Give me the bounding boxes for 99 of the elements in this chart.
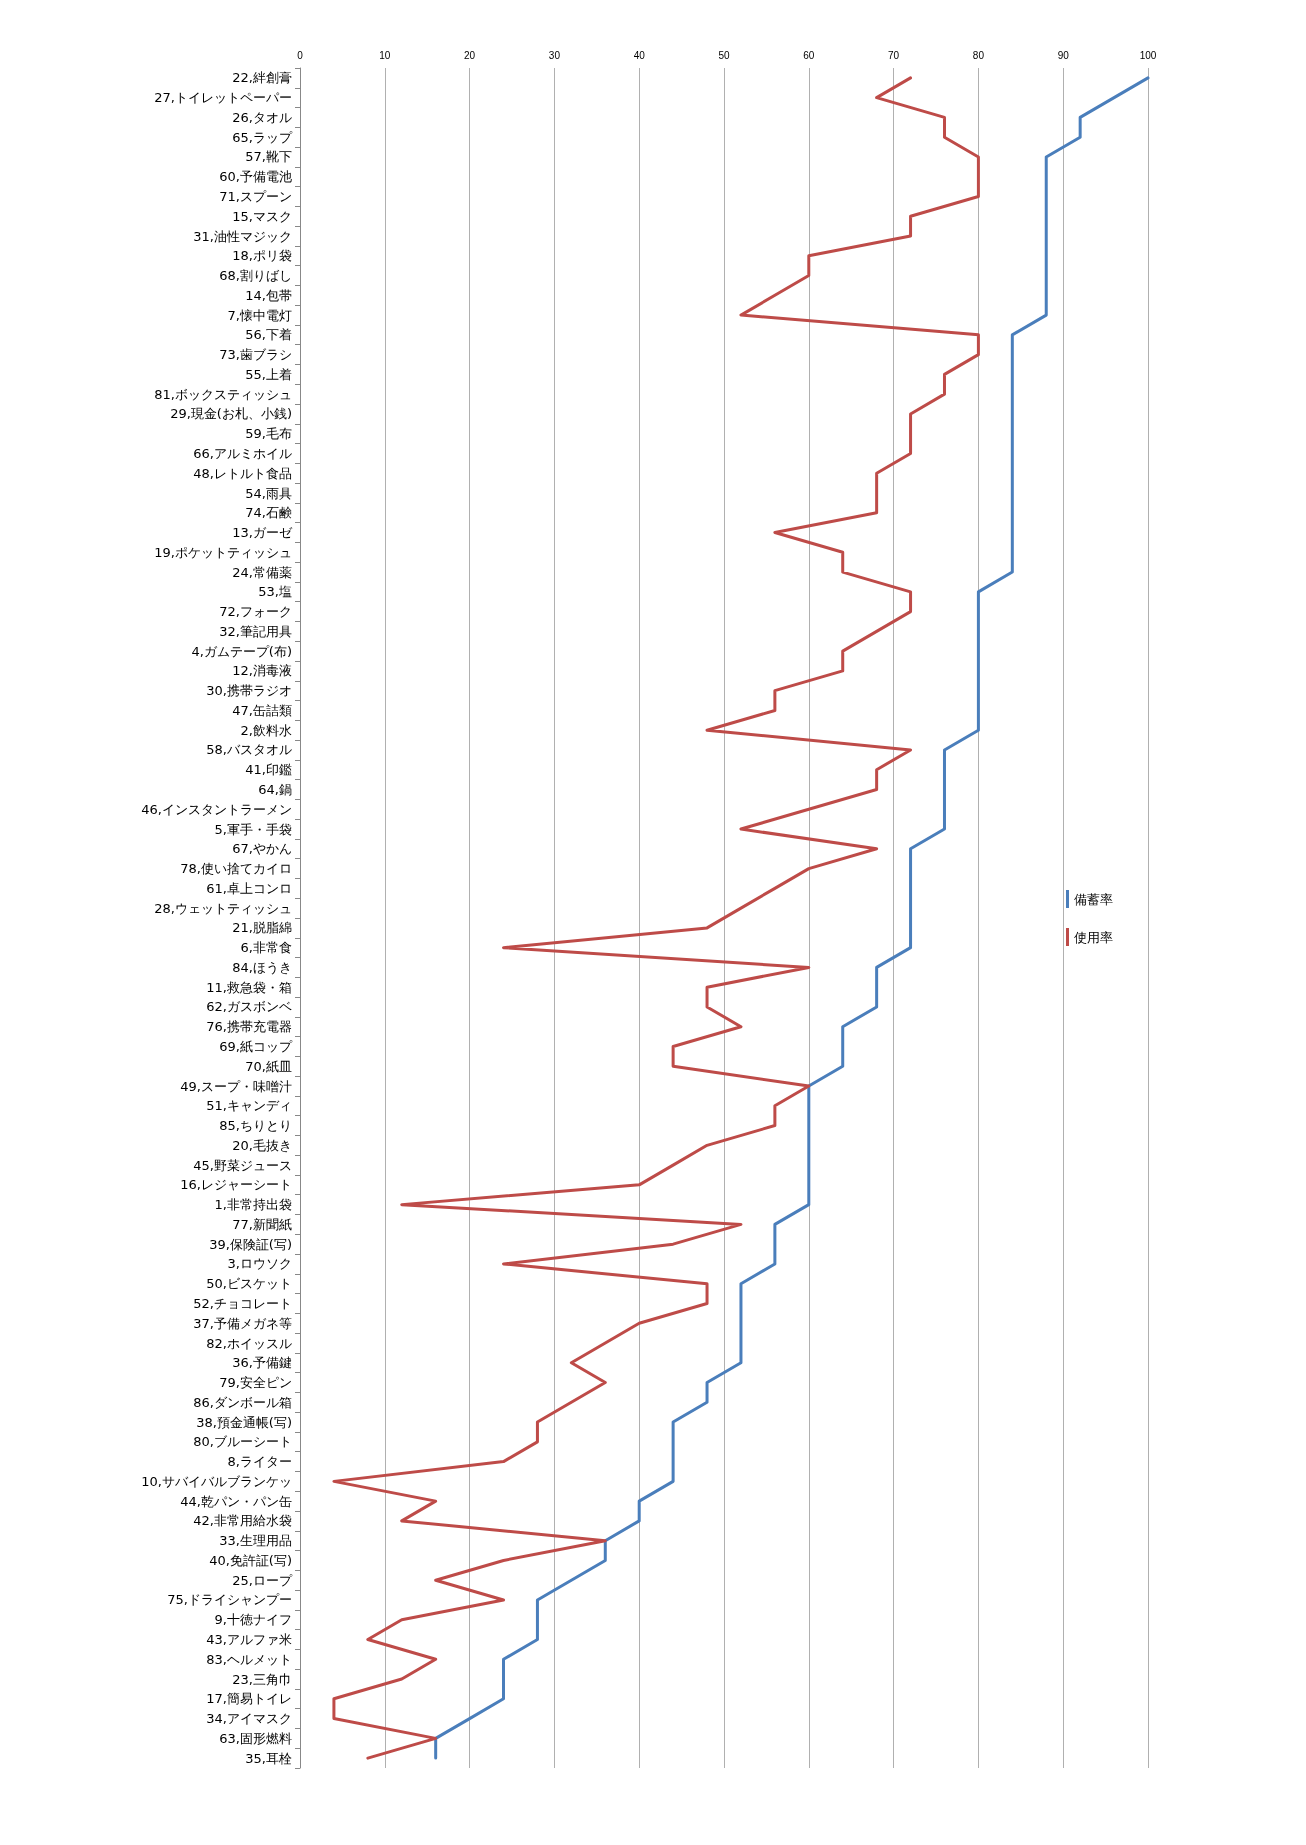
y-tick-label: 77,新聞紙 [232,1216,292,1232]
x-tick-label: 20 [464,49,476,61]
y-tick-label: 46,インスタントラーメン [141,801,292,817]
x-tick-label: 70 [888,49,900,61]
y-tick-label: 71,スプーン [219,188,292,204]
y-tick-label: 76,携帯充電器 [206,1019,292,1035]
x-tick-label: 50 [718,49,730,61]
y-tick-label: 81,ボックスティッシュ [154,386,292,402]
y-tick-label: 59,毛布 [245,426,292,442]
legend-label: 使用率 [1074,929,1113,945]
y-tick-label: 86,ダンボール箱 [193,1394,292,1410]
y-tick-label: 53,塩 [258,584,292,600]
y-tick-label: 38,預金通帳(写) [196,1414,292,1430]
y-tick-label: 32,筆記用具 [219,623,292,639]
y-tick-label: 58,バスタオル [206,742,292,758]
y-tick-label: 27,トイレットペーパー [154,90,292,106]
y-tick-label: 75,ドライシャンプー [167,1592,292,1608]
y-tick-label: 5,軍手・手袋 [214,821,292,837]
y-tick-label: 64,鍋 [258,782,292,798]
y-tick-label: 68,割りばし [219,268,292,284]
y-tick-label: 31,油性マジック [193,228,292,244]
y-tick-label: 8,ライター [227,1454,292,1470]
y-tick-label: 25,ロープ [232,1572,293,1588]
y-tick-label: 21,脱脂綿 [232,920,292,936]
y-tick-label: 50,ビスケット [206,1276,292,1292]
y-tick-label: 56,下着 [245,327,292,343]
y-tick-label: 18,ポリ袋 [232,248,292,264]
y-tick-label: 49,スープ・味噌汁 [180,1078,292,1094]
y-tick-label: 45,野菜ジュース [193,1157,292,1173]
x-tick-label: 80 [972,49,985,61]
y-tick-label: 7,懐中電灯 [227,307,292,323]
y-tick-label: 85,ちりとり [219,1118,292,1134]
y-tick-label: 22,絆創膏 [232,70,292,86]
x-tick-label: 30 [548,49,561,61]
y-tick-label: 39,保険証(写) [209,1236,292,1252]
x-tick-label: 60 [803,49,815,61]
x-tick-label: 100 [1139,49,1157,61]
y-tick-label: 60,予備電池 [219,169,292,185]
y-tick-label: 82,ホイッスル [206,1335,292,1351]
y-tick-label: 16,レジャーシート [180,1177,292,1193]
y-tick-label: 83,ヘルメット [206,1651,292,1667]
y-tick-label: 17,簡易トイレ [206,1691,292,1707]
y-tick-label: 78,使い捨てカイロ [180,861,292,877]
y-tick-label: 37,予備メガネ等 [193,1315,292,1331]
y-tick-label: 24,常備薬 [232,564,292,580]
y-tick-label: 34,アイマスク [206,1711,292,1727]
y-tick-label: 30,携帯ラジオ [206,683,292,699]
y-tick-label: 69,紙コップ [219,1038,293,1054]
y-tick-label: 51,キャンディ [206,1098,292,1114]
y-tick-label: 11,救急袋・箱 [206,979,292,995]
y-tick-label: 63,固形燃料 [219,1730,292,1746]
y-tick-label: 48,レトルト食品 [193,465,292,481]
x-tick-label: 90 [1057,49,1070,61]
y-tick-label: 29,現金(お札、小銭) [170,406,292,422]
y-tick-label: 73,歯ブラシ [219,347,292,363]
y-tick-label: 40,免許証(写) [209,1552,292,1568]
y-tick-label: 14,包帯 [245,287,292,303]
y-tick-label: 57,靴下 [245,149,292,165]
y-tick-label: 12,消毒液 [232,663,292,679]
y-tick-label: 42,非常用給水袋 [193,1513,292,1529]
y-tick-label: 43,アルファ米 [206,1632,292,1648]
y-tick-label: 4,ガムテープ(布) [191,643,292,659]
y-tick-label: 70,紙皿 [245,1058,292,1074]
y-tick-label: 13,ガーゼ [232,525,293,541]
y-tick-label: 55,上着 [245,366,292,382]
y-tick-label: 19,ポケットティッシュ [154,544,292,560]
y-tick-label: 62,ガスボンベ [206,999,292,1015]
y-tick-label: 35,耳栓 [245,1750,292,1766]
y-tick-label: 74,石鹸 [245,505,292,521]
y-tick-label: 1,非常持出袋 [214,1197,292,1213]
y-tick-label: 67,やかん [232,841,292,857]
y-tick-label: 2,飲料水 [240,722,292,738]
y-tick-label: 72,フォーク [219,604,292,620]
y-tick-label: 28,ウェットティッシュ [154,900,292,916]
y-tick-label: 20,毛抜き [232,1137,292,1153]
y-tick-label: 80,ブルーシート [193,1434,292,1450]
y-tick-label: 84,ほうき [232,959,292,975]
y-tick-label: 41,印鑑 [245,762,292,778]
legend-label: 備蓄率 [1074,891,1113,907]
x-tick-label: 0 [297,49,304,61]
y-tick-label: 26,タオル [232,109,292,125]
y-tick-label: 33,生理用品 [219,1533,292,1549]
y-tick-label: 54,雨具 [245,485,292,501]
y-tick-label: 65,ラップ [232,129,293,145]
y-tick-label: 23,三角巾 [232,1671,292,1687]
y-tick-label: 9,十徳ナイフ [214,1612,292,1628]
y-tick-label: 47,缶詰類 [232,702,292,718]
y-tick-label: 66,アルミホイル [193,445,292,461]
y-tick-label: 79,安全ピン [219,1375,292,1391]
x-tick-label: 10 [379,49,391,61]
y-tick-label: 3,ロウソク [227,1256,292,1272]
y-tick-label: 44,乾パン・パン缶 [180,1493,292,1509]
y-tick-label: 36,予備鍵 [232,1355,292,1371]
y-tick-label: 6,非常食 [240,940,292,956]
x-tick-label: 40 [633,49,646,61]
y-tick-label: 52,チョコレート [193,1295,292,1311]
y-tick-label: 10,サバイバルブランケッ [141,1473,292,1489]
y-tick-label: 61,卓上コンロ [206,880,292,896]
y-tick-label: 15,マスク [232,208,292,224]
